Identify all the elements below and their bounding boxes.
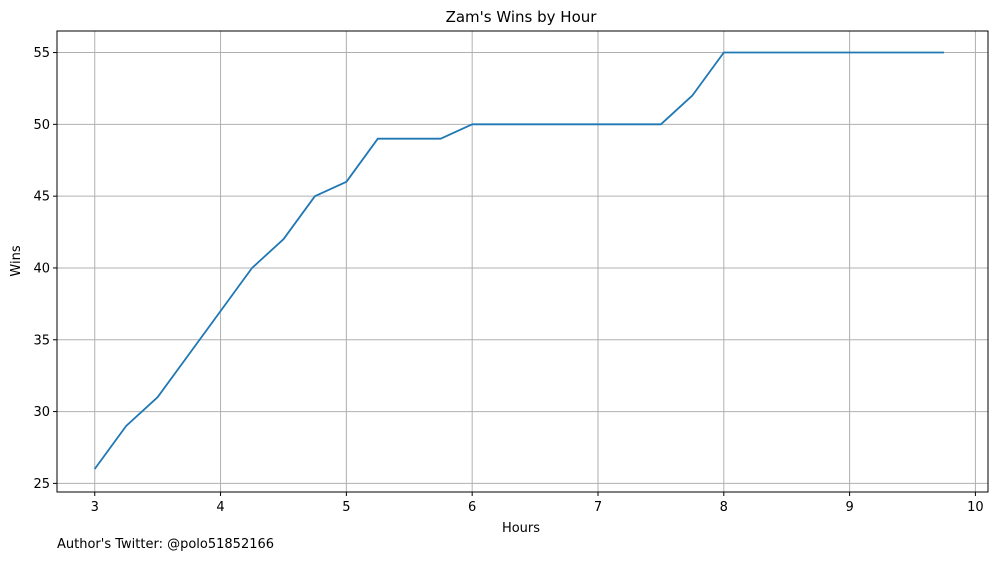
x-tick-label: 7 — [594, 500, 602, 515]
x-tick-label: 3 — [91, 500, 99, 515]
y-tick-label: 55 — [33, 46, 50, 61]
x-tick-label: 5 — [342, 500, 350, 515]
chart-title: Zam's Wins by Hour — [446, 8, 598, 26]
series-layer — [93, 51, 944, 470]
x-tick-label: 6 — [468, 500, 476, 515]
x-tick-label: 9 — [845, 500, 853, 515]
x-tick-label: 10 — [967, 500, 984, 515]
plot-frame — [56, 30, 989, 493]
y-tick-label: 45 — [33, 190, 50, 205]
y-tick-label: 35 — [33, 333, 50, 348]
x-axis-label: Hours — [502, 521, 540, 536]
y-tick-label: 40 — [33, 261, 50, 276]
x-tick-label: 4 — [216, 500, 224, 515]
y-axis: 25 30 35 40 45 50 55 — [33, 46, 57, 492]
y-axis-label: Wins — [9, 245, 24, 276]
author-credit: Author's Twitter: @polo51852166 — [57, 537, 275, 552]
x-axis: 3 4 5 6 7 8 9 10 — [91, 492, 984, 515]
grid — [57, 31, 988, 492]
series-line — [93, 51, 944, 470]
y-tick-label: 30 — [33, 405, 50, 420]
y-tick-label: 50 — [33, 118, 50, 133]
y-tick-label: 25 — [33, 477, 50, 492]
x-tick-label: 8 — [720, 500, 728, 515]
